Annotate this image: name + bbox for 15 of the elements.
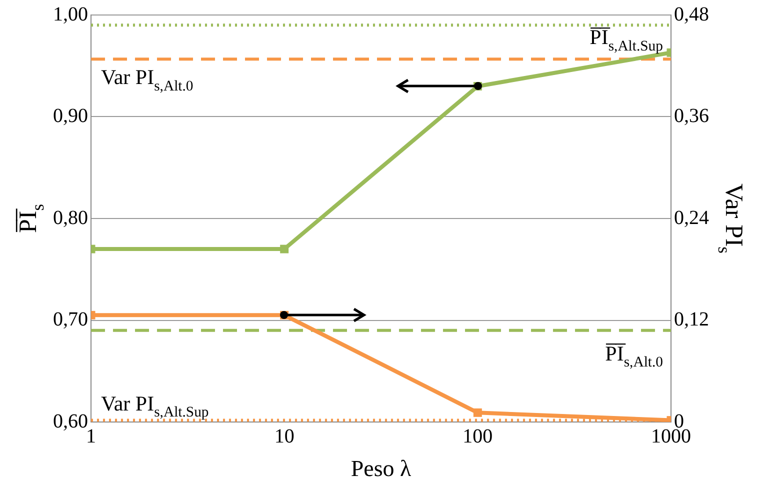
y-tick-label: 0,90 xyxy=(53,105,88,127)
x-tick-label: 100 xyxy=(462,425,493,448)
y-axis-title: P̅I̅s xyxy=(15,204,48,234)
x-tick-label: 10 xyxy=(274,425,294,448)
x-tick-label: 1 xyxy=(86,425,96,448)
y2-tick-label: 0,36 xyxy=(674,105,709,127)
x-axis-title: Peso λ xyxy=(350,456,412,481)
y-tick-label: 1,00 xyxy=(53,3,88,26)
y-tick-label: 0,70 xyxy=(53,308,88,330)
y2-axis-title: Var PIs xyxy=(714,184,747,254)
y-tick-label: 0,80 xyxy=(53,206,88,229)
y2-tick-label: 0,24 xyxy=(674,206,709,229)
y2-tick-label: 0,12 xyxy=(674,308,709,330)
y2-tick-label: 0,48 xyxy=(674,3,709,26)
y-tick-label: 0,60 xyxy=(53,410,88,432)
